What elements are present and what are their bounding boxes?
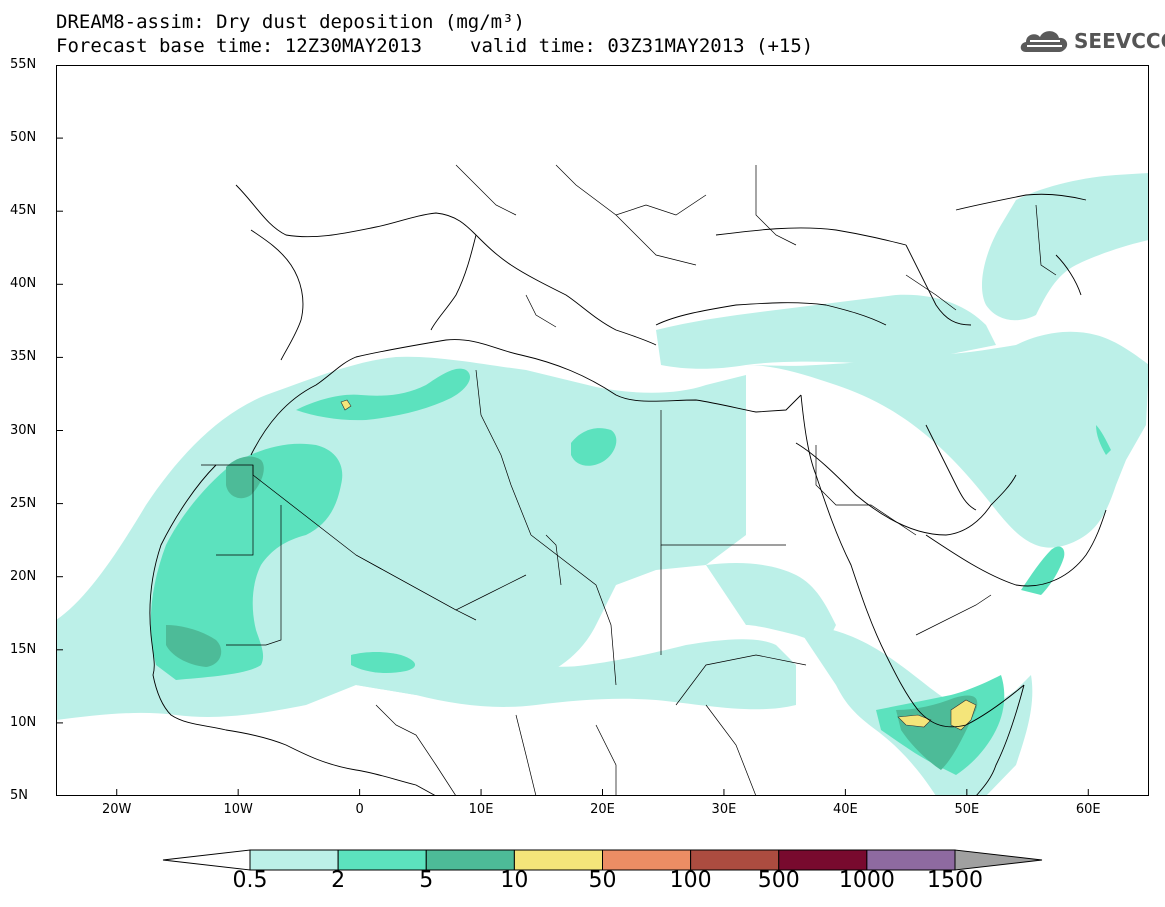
legend-swatch <box>866 849 956 871</box>
lat-label: 10N <box>10 714 37 730</box>
borders <box>201 164 1057 796</box>
lat-label: 35N <box>10 349 37 365</box>
legend-swatch <box>249 849 339 871</box>
lon-label: 60E <box>1075 802 1101 817</box>
legend-swatch <box>337 849 427 871</box>
map-title: DREAM8-assim: Dry dust deposition (mg/m³… <box>56 11 525 33</box>
legend-swatch-high <box>954 849 1043 871</box>
lat-label: 45N <box>10 203 37 219</box>
cloud-logo-icon <box>1020 31 1068 52</box>
legend-label: 50 <box>588 868 617 893</box>
lat-label: 5N <box>10 788 28 803</box>
dust-deposition-map <box>56 65 1149 796</box>
lat-label: 30N <box>10 422 37 438</box>
legend-swatch <box>513 849 603 871</box>
legend-swatch <box>690 849 780 871</box>
legend-label: 1000 <box>838 868 895 893</box>
lon-label: 50E <box>954 802 980 817</box>
dust-level-2 <box>150 368 1111 775</box>
legend-swatch-low <box>162 849 251 871</box>
lon-label: 20E <box>590 802 615 817</box>
lon-label: 20W <box>102 802 132 817</box>
legend-label: 2 <box>331 868 346 893</box>
dust-level-10 <box>340 399 977 731</box>
axis-ticks <box>56 65 1089 796</box>
legend-swatch <box>778 849 868 871</box>
lat-label: 55N <box>10 57 37 72</box>
lon-label: 10E <box>468 802 494 817</box>
legend-label: 100 <box>669 868 712 893</box>
lat-label: 25N <box>10 495 37 511</box>
legend-label: 500 <box>757 868 800 893</box>
seevccc-logo: SEEVCCC <box>1018 26 1165 56</box>
lon-label: 10W <box>223 802 253 817</box>
logo-text: SEEVCCC <box>1074 29 1165 53</box>
lat-label: 50N <box>10 130 37 146</box>
lon-label: 30E <box>711 802 737 817</box>
legend-label: 10 <box>500 868 529 893</box>
map-frame <box>56 65 1149 796</box>
coastlines <box>149 184 1107 796</box>
base-time: Forecast base time: 12Z30MAY2013 <box>56 35 423 57</box>
legend-swatch <box>602 849 692 871</box>
legend-swatch <box>425 849 515 871</box>
color-legend-bar <box>162 849 1043 871</box>
lat-label: 20N <box>10 568 37 584</box>
legend-label: 0.5 <box>232 868 268 893</box>
valid-time: valid time: 03Z31MAY2013 (+15) <box>470 35 814 57</box>
time-info: Forecast base time: 12Z30MAY2013 valid ti… <box>56 36 813 56</box>
legend-label: 1500 <box>927 868 983 893</box>
lon-label: 0 <box>355 802 364 817</box>
legend-label: 5 <box>419 868 434 893</box>
lat-label: 40N <box>10 276 37 292</box>
lat-label: 15N <box>10 641 37 657</box>
lon-label: 40E <box>832 802 858 817</box>
